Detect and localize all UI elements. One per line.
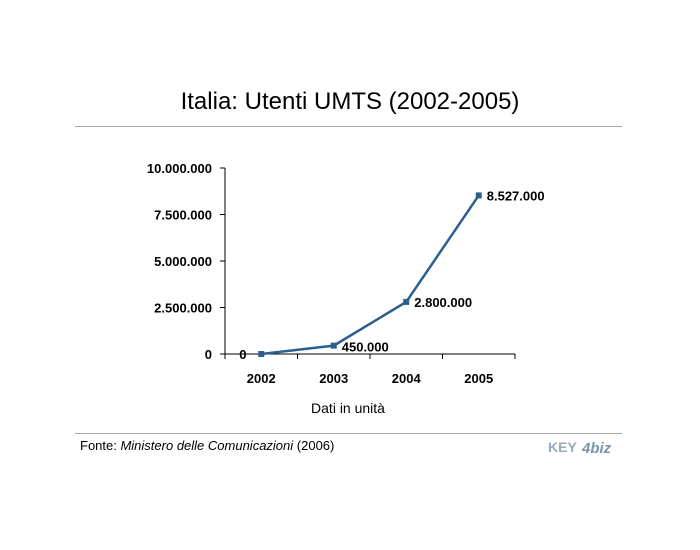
source-note: Fonte: Ministero delle Comunicazioni (20… <box>80 438 334 453</box>
data-label: 8.527.000 <box>487 188 545 203</box>
key4biz-logo: KEY 4biz <box>548 439 612 457</box>
x-tick-label: 2002 <box>247 371 276 386</box>
logo-text-biz: 4biz <box>581 440 612 457</box>
y-tick-label: 5.000.000 <box>154 254 212 269</box>
series-line <box>261 194 480 356</box>
x-axis-title: Dati in unità <box>311 400 385 416</box>
data-point <box>475 192 482 199</box>
x-tick-label: 2005 <box>464 371 493 386</box>
y-tick-label: 0 <box>205 347 212 362</box>
footer-divider <box>75 433 622 434</box>
source-prefix: Fonte: <box>80 438 121 453</box>
y-tick-label: 7.500.000 <box>154 208 212 223</box>
source-year: (2006) <box>293 438 335 453</box>
line-chart: 0 2.500.000 5.000.000 7.500.000 10.000.000 20… <box>147 161 545 416</box>
source-name: Ministero delle Comunicazioni <box>120 438 294 453</box>
data-label: 0 <box>239 347 246 362</box>
data-label: 2.800.000 <box>414 295 472 310</box>
data-point <box>330 342 337 349</box>
chart-title: Italia: Utenti UMTS (2002-2005) <box>180 88 520 115</box>
data-label: 450.000 <box>342 340 389 355</box>
logo-text-key: KEY <box>548 439 577 455</box>
x-tick-label: 2004 <box>392 371 422 386</box>
y-tick-label: 10.000.000 <box>147 161 212 176</box>
data-point <box>403 298 410 305</box>
y-tick-label: 2.500.000 <box>154 301 212 316</box>
title-divider <box>75 126 622 127</box>
x-tick-label: 2003 <box>319 371 348 386</box>
data-point <box>258 351 265 357</box>
